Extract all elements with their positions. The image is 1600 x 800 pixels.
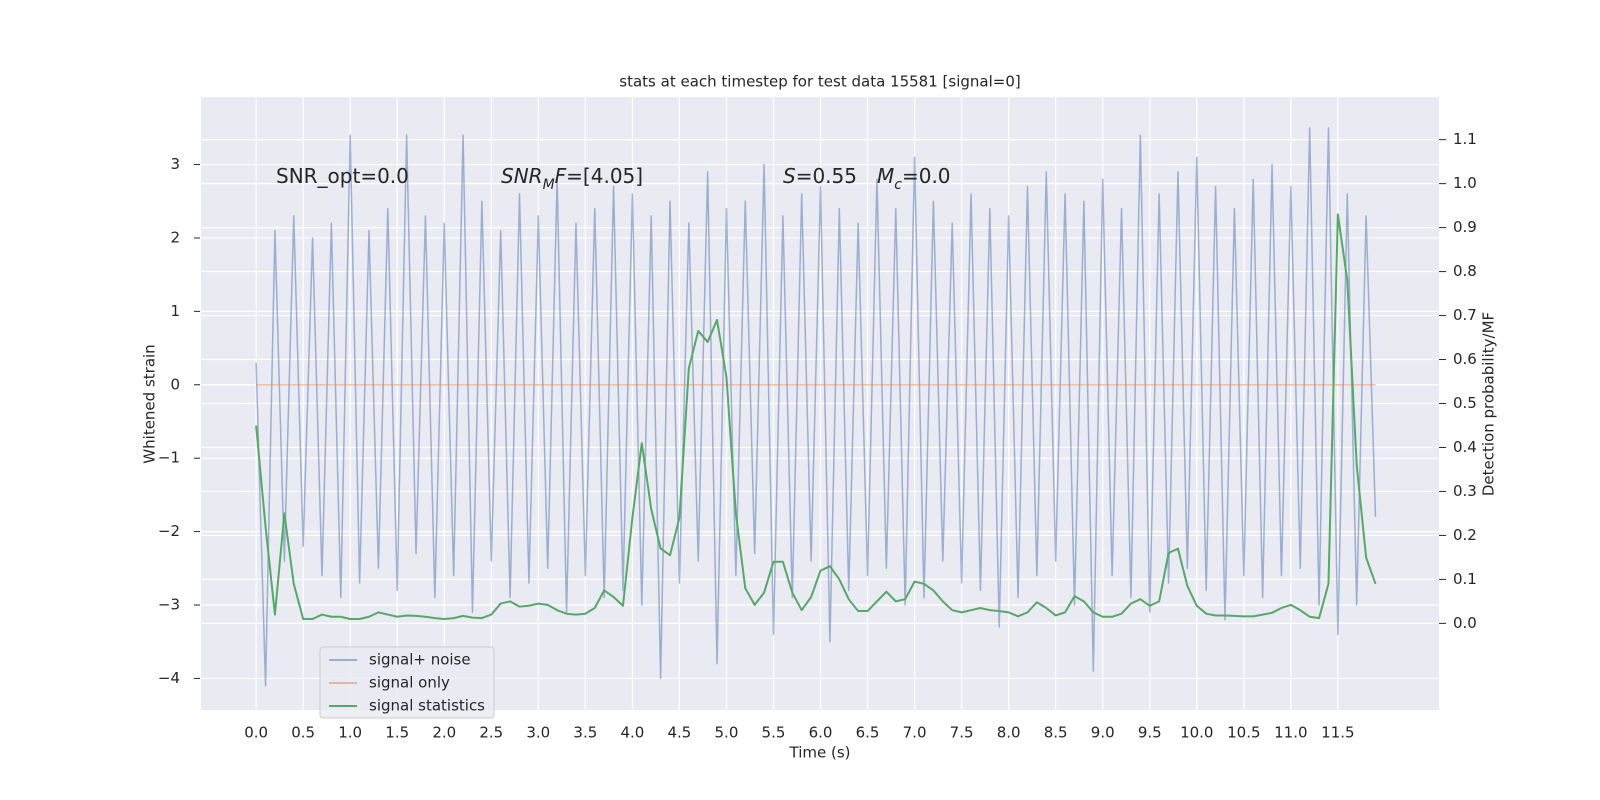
annotation-part: c xyxy=(894,177,902,193)
annotation-part: =0.0 xyxy=(902,164,951,188)
legend: signal+ noise signal only signal statistic… xyxy=(319,646,495,719)
annotation: Mc=0.0 xyxy=(877,164,951,194)
x-tick-label: 6.0 xyxy=(809,724,833,742)
annotation-part: SNR_opt=0.0 xyxy=(276,164,409,188)
y-axis-label: Whitened strain xyxy=(141,344,159,463)
y2-tick-label: 1.0 xyxy=(1453,174,1477,192)
annotation-part: F xyxy=(555,164,567,188)
marks xyxy=(255,127,1377,687)
y2-tick-label: 0.1 xyxy=(1453,570,1477,588)
x-tick-label: 0.5 xyxy=(291,724,315,742)
y2-tick-label: 0.7 xyxy=(1453,306,1477,324)
y-tick-label: −4 xyxy=(158,669,180,687)
annotation-part: M xyxy=(877,164,894,188)
x-tick-label: 9.0 xyxy=(1091,724,1115,742)
annotation-part: S xyxy=(783,164,796,188)
y-tick-label: 0 xyxy=(170,375,180,393)
x-tick-label: 8.5 xyxy=(1044,724,1068,742)
annotation-part: M xyxy=(543,177,555,193)
x-tick-label: 3.0 xyxy=(526,724,550,742)
y2-tick-label: 1.1 xyxy=(1453,130,1477,148)
x-tick-label: 2.5 xyxy=(479,724,503,742)
annotation: S=0.55 xyxy=(783,164,857,188)
legend-label: signal statistics xyxy=(369,697,485,715)
chart-title: stats at each timestep for test data 155… xyxy=(619,73,1020,91)
x-tick-label: 2.0 xyxy=(432,724,456,742)
x-tick-label: 11.0 xyxy=(1274,724,1307,742)
x-tick-label: 7.5 xyxy=(950,724,974,742)
y-tick-label: −1 xyxy=(158,449,180,467)
y2-tick-label: 0.3 xyxy=(1453,482,1477,500)
series-line xyxy=(255,127,1377,687)
legend-label: signal only xyxy=(369,674,450,692)
x-tick-label: 10.5 xyxy=(1227,724,1260,742)
x-tick-label: 1.0 xyxy=(338,724,362,742)
x-tick-label: 9.5 xyxy=(1138,724,1162,742)
y2-tick-label: 0.5 xyxy=(1453,394,1477,412)
x-tick-label: 4.0 xyxy=(620,724,644,742)
y2-tick-label: 0.0 xyxy=(1453,614,1477,632)
annotation: SNRMF=[4.05] xyxy=(501,164,643,194)
y-tick-label: −3 xyxy=(158,596,180,614)
annotation-part: =0.55 xyxy=(796,164,857,188)
x-tick-label: 10.0 xyxy=(1180,724,1213,742)
legend-label: signal+ noise xyxy=(369,651,471,669)
x-tick-label: 3.5 xyxy=(573,724,597,742)
x-tick-label: 6.5 xyxy=(856,724,880,742)
y-tick-label: 3 xyxy=(170,155,180,173)
annotation: SNR_opt=0.0 xyxy=(276,164,409,188)
x-tick-label: 0.0 xyxy=(244,724,268,742)
y2-tick-label: 0.6 xyxy=(1453,350,1477,368)
y-tick-label: 2 xyxy=(170,228,180,246)
y-tick-label: 1 xyxy=(170,302,180,320)
x-tick-label: 1.5 xyxy=(385,724,409,742)
y2-tick-label: 0.9 xyxy=(1453,218,1477,236)
x-tick-label: 4.5 xyxy=(667,724,691,742)
x-tick-label: 7.0 xyxy=(903,724,927,742)
y-tick-label: −2 xyxy=(158,522,180,540)
y2-axis-label: Detection probability/MF xyxy=(1480,312,1498,496)
x-tick-label: 5.0 xyxy=(715,724,739,742)
y2-tick-label: 0.4 xyxy=(1453,438,1477,456)
series-line xyxy=(255,213,1377,620)
legend-box xyxy=(319,646,495,719)
y2-tick-label: 0.2 xyxy=(1453,526,1477,544)
axes: 0.0 0.5 1.0 1.5 2.0 2.5 3.0 3.5 4.0 4.5 5.0 5.5 6.0 6… xyxy=(158,130,1477,741)
y2-tick-label: 0.8 xyxy=(1453,262,1477,280)
x-tick-label: 11.5 xyxy=(1321,724,1354,742)
annotation-part: =[4.05] xyxy=(566,164,643,188)
x-tick-label: 8.0 xyxy=(997,724,1021,742)
annotation-part: SNR xyxy=(501,164,543,188)
x-axis-label: Time (s) xyxy=(789,744,851,762)
x-tick-label: 5.5 xyxy=(762,724,786,742)
